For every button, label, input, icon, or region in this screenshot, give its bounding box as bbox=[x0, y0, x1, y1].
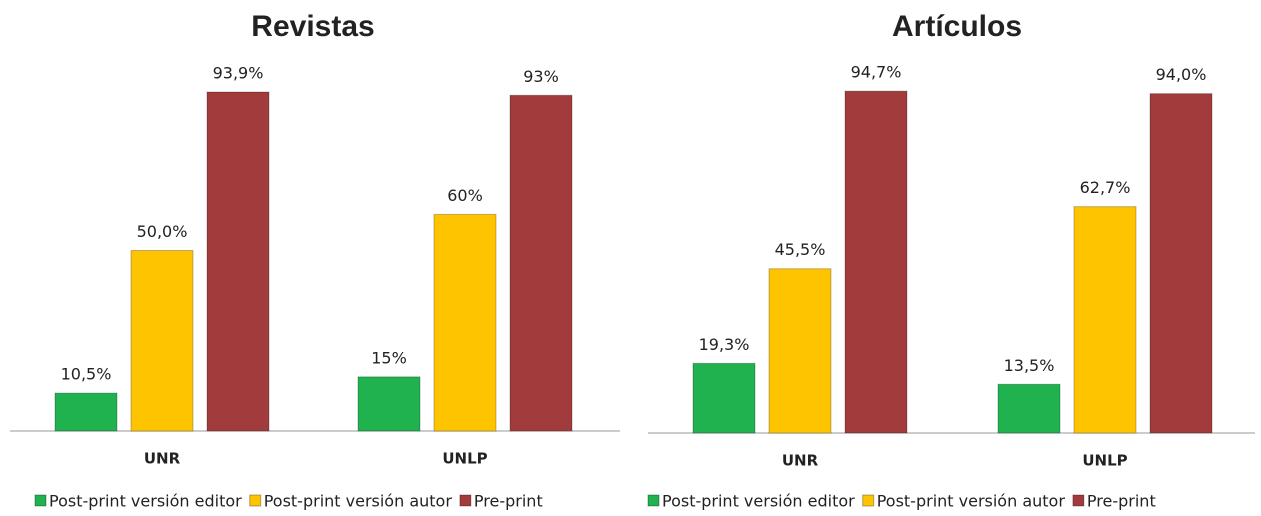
bar bbox=[768, 268, 832, 434]
legend-label: Post-print versión autor bbox=[877, 492, 1066, 511]
legend-swatch bbox=[459, 494, 472, 507]
value-label: 94,7% bbox=[851, 63, 902, 82]
x-tick-label: UNLP bbox=[1082, 452, 1127, 470]
value-label: 15% bbox=[371, 348, 407, 367]
value-label: 45,5% bbox=[775, 240, 826, 259]
legend-swatch bbox=[862, 494, 875, 507]
x-tick-label: UNR bbox=[782, 452, 819, 470]
x-tick-label: UNR bbox=[144, 450, 181, 468]
value-label: 19,3% bbox=[699, 335, 750, 354]
legend-swatch bbox=[249, 494, 262, 507]
value-label: 10,5% bbox=[61, 365, 112, 384]
legend-label: Pre-print bbox=[1087, 492, 1156, 511]
bar bbox=[692, 362, 756, 434]
bar bbox=[509, 94, 573, 432]
value-label: 94,0% bbox=[1156, 65, 1207, 84]
bar bbox=[1149, 93, 1213, 434]
value-label: 50,0% bbox=[137, 222, 188, 241]
x-tick-label: UNLP bbox=[442, 450, 487, 468]
legend-label: Post-print versión editor bbox=[49, 492, 242, 511]
bar bbox=[997, 383, 1061, 434]
chart-title: Revistas bbox=[251, 10, 374, 43]
bar bbox=[130, 250, 194, 432]
value-label: 13,5% bbox=[1004, 356, 1055, 375]
legend-label: Pre-print bbox=[474, 492, 543, 511]
bar bbox=[206, 91, 270, 432]
bar bbox=[54, 392, 118, 432]
value-label: 60% bbox=[447, 186, 483, 205]
legend-label: Post-print versión editor bbox=[662, 492, 855, 511]
legend-swatch bbox=[1072, 494, 1085, 507]
value-label: 93% bbox=[523, 67, 559, 86]
bar bbox=[433, 213, 497, 432]
bar bbox=[357, 376, 421, 432]
legend-label: Post-print versión autor bbox=[264, 492, 453, 511]
value-label: 93,9% bbox=[213, 64, 264, 83]
bar bbox=[844, 90, 908, 434]
value-label: 62,7% bbox=[1080, 178, 1131, 197]
bar bbox=[1073, 206, 1137, 434]
legend-swatch bbox=[34, 494, 47, 507]
chart-title: Artículos bbox=[892, 10, 1022, 43]
legend-swatch bbox=[647, 494, 660, 507]
